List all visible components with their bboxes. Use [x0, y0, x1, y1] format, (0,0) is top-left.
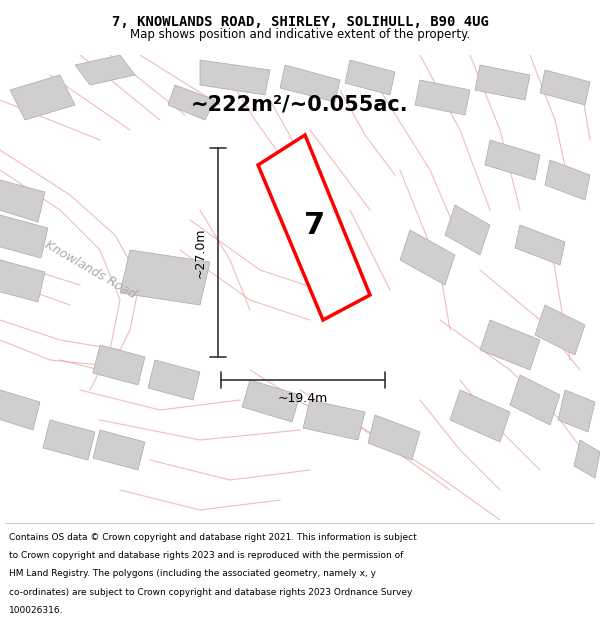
- Polygon shape: [200, 60, 270, 95]
- Polygon shape: [480, 320, 540, 370]
- Polygon shape: [280, 65, 340, 102]
- Polygon shape: [303, 400, 365, 440]
- Polygon shape: [10, 75, 75, 120]
- Polygon shape: [0, 260, 45, 302]
- Polygon shape: [368, 415, 420, 460]
- Polygon shape: [475, 65, 530, 100]
- Polygon shape: [168, 85, 215, 120]
- Polygon shape: [93, 430, 145, 470]
- Polygon shape: [400, 230, 455, 285]
- Polygon shape: [574, 440, 600, 478]
- Text: Contains OS data © Crown copyright and database right 2021. This information is : Contains OS data © Crown copyright and d…: [9, 532, 417, 542]
- Polygon shape: [510, 375, 560, 425]
- Polygon shape: [345, 60, 395, 95]
- Polygon shape: [0, 390, 40, 430]
- Text: 100026316.: 100026316.: [9, 606, 64, 615]
- Text: Knowlands Road: Knowlands Road: [42, 239, 138, 301]
- Polygon shape: [43, 420, 95, 460]
- Text: 7: 7: [304, 211, 326, 239]
- Text: HM Land Registry. The polygons (including the associated geometry, namely x, y: HM Land Registry. The polygons (includin…: [9, 569, 376, 578]
- Polygon shape: [545, 160, 590, 200]
- Polygon shape: [242, 380, 300, 422]
- Polygon shape: [258, 135, 370, 320]
- Polygon shape: [148, 360, 200, 400]
- Text: ~27.0m: ~27.0m: [193, 228, 206, 278]
- Text: co-ordinates) are subject to Crown copyright and database rights 2023 Ordnance S: co-ordinates) are subject to Crown copyr…: [9, 588, 412, 597]
- Text: to Crown copyright and database rights 2023 and is reproduced with the permissio: to Crown copyright and database rights 2…: [9, 551, 403, 560]
- Polygon shape: [445, 205, 490, 255]
- Polygon shape: [75, 55, 135, 85]
- Text: Map shows position and indicative extent of the property.: Map shows position and indicative extent…: [130, 28, 470, 41]
- Polygon shape: [450, 390, 510, 442]
- Text: 7, KNOWLANDS ROAD, SHIRLEY, SOLIHULL, B90 4UG: 7, KNOWLANDS ROAD, SHIRLEY, SOLIHULL, B9…: [112, 16, 488, 29]
- Polygon shape: [535, 305, 585, 355]
- Polygon shape: [515, 225, 565, 265]
- Polygon shape: [485, 140, 540, 180]
- Polygon shape: [558, 390, 595, 432]
- Polygon shape: [540, 70, 590, 105]
- Polygon shape: [120, 250, 210, 305]
- Polygon shape: [93, 345, 145, 385]
- Polygon shape: [0, 180, 45, 222]
- Polygon shape: [415, 80, 470, 115]
- Text: ~19.4m: ~19.4m: [278, 391, 328, 404]
- Text: ~222m²/~0.055ac.: ~222m²/~0.055ac.: [191, 95, 409, 115]
- Polygon shape: [0, 215, 48, 258]
